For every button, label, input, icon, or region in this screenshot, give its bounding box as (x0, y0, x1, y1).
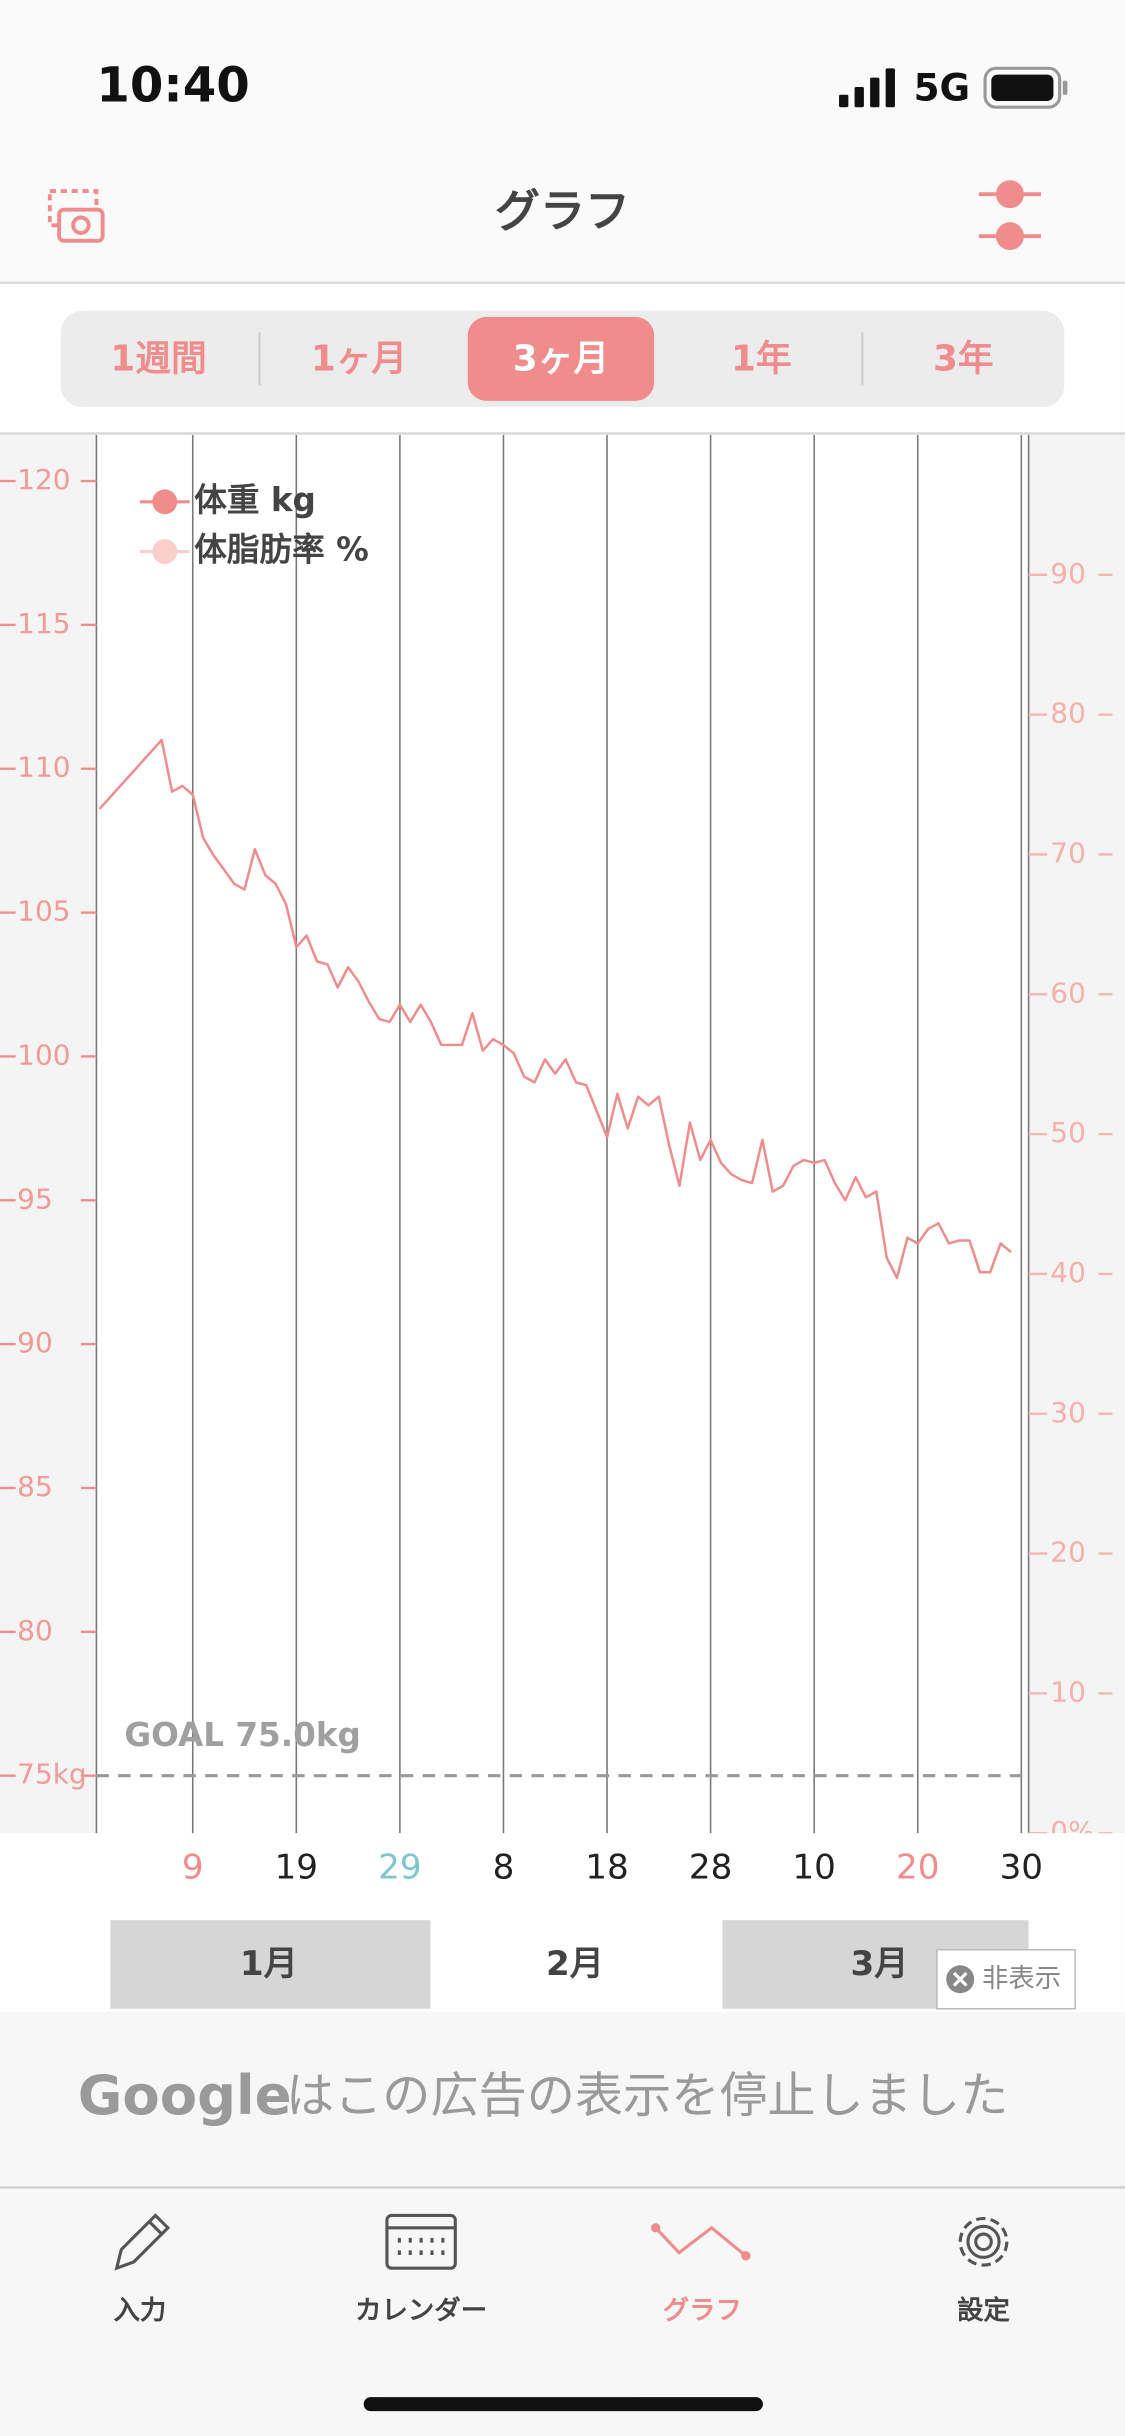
x-tick-label: 10 (792, 1847, 835, 1887)
ad-brand: Google (78, 2064, 292, 2127)
nav-label[interactable]: カレンダー (355, 2295, 487, 2326)
y2-tick-label: 90 (1050, 557, 1086, 590)
x-tick-label: 20 (896, 1847, 939, 1887)
x-tick-label: 19 (275, 1847, 318, 1887)
y2-tick-label: 50 (1050, 1116, 1086, 1149)
y2-tick-label: 10 (1050, 1675, 1086, 1708)
month-label: 1月 (240, 1944, 298, 1984)
y-tick-label: 115 (17, 607, 70, 640)
tab-label[interactable]: 1週間 (110, 338, 206, 379)
y2-tick-label: 20 (1050, 1536, 1086, 1569)
y-tick-label: 95 (17, 1182, 53, 1215)
x-tick-label: 18 (585, 1847, 628, 1887)
signal-icon (839, 68, 895, 108)
y-tick-label: 85 (17, 1470, 53, 1503)
y2-tick-label: 70 (1050, 836, 1086, 869)
header-title: グラフ (495, 184, 630, 237)
x-tick-label: 28 (689, 1847, 732, 1887)
battery-icon (983, 66, 1068, 109)
status-time: 10:40 (96, 58, 249, 114)
y-tick-label: 120 (17, 463, 70, 496)
y2-tick-label: 40 (1050, 1256, 1086, 1289)
legend-label: 体脂肪率 % (194, 531, 368, 569)
ad-area (0, 2011, 1125, 2186)
y2-tick-label: 30 (1050, 1396, 1086, 1429)
y-tick-label: 75kg (17, 1758, 87, 1791)
y-axis-panel (0, 435, 97, 1834)
month-band[interactable] (110, 1920, 431, 2009)
nav-label[interactable]: グラフ (663, 2295, 742, 2326)
y-tick-label: 90 (17, 1326, 53, 1359)
legend-label: 体重 kg (194, 481, 316, 519)
x-tick-label: 9 (182, 1847, 204, 1887)
legend-swatch (152, 539, 178, 564)
tab-label[interactable]: 1年 (731, 338, 792, 379)
nav-icon-graph[interactable] (651, 2223, 751, 2261)
tab-label[interactable]: 3ヶ月 (513, 338, 609, 379)
ad-close-button[interactable]: 非表示 (936, 1948, 1076, 2010)
ad-message: はこの広告の表示を停止しました (286, 2068, 1008, 2124)
nav-icon-calendar[interactable] (385, 2213, 457, 2270)
screenshot-button[interactable] (47, 189, 105, 243)
y2-tick-label: 80 (1050, 697, 1086, 730)
x-axis: 9 19 29 8 18 28 10 20 30 (182, 1847, 1043, 1887)
plot-area (96, 435, 1029, 1834)
filter-button[interactable] (978, 180, 1041, 251)
nav-icon-input[interactable] (114, 2213, 171, 2271)
y-tick-label: 110 (17, 751, 70, 784)
tab-selected[interactable] (467, 316, 655, 401)
month-label: 2月 (546, 1944, 604, 1984)
data-line (98, 738, 1012, 1280)
nav: 入力 カレンダー グラフ 設定 (114, 2295, 1011, 2326)
goal-label: GOAL 75.0kg (124, 1716, 360, 1754)
home-indicator (363, 2397, 763, 2412)
y2-tick-label: 60 (1050, 976, 1086, 1009)
legend-swatch (152, 489, 178, 515)
tab-label[interactable]: 1ヶ月 (311, 338, 407, 379)
month-label: 3月 (850, 1944, 908, 1984)
x-tick-label: 30 (1000, 1847, 1043, 1887)
tabs: 1週間 1ヶ月 3ヶ月 1年 3年 (110, 316, 994, 401)
y-tick-label: 80 (17, 1614, 53, 1647)
ad-close-label: 非表示 (982, 1963, 1061, 1994)
nav-bar (0, 2187, 1125, 2436)
tab-label[interactable]: 3年 (933, 338, 994, 379)
y-tick-label: 100 (17, 1038, 70, 1071)
nav-label[interactable]: 入力 (114, 2295, 167, 2326)
nav-label[interactable]: 設定 (957, 2295, 1010, 2326)
x-tick-label: 29 (378, 1847, 421, 1887)
y-tick-label: 105 (17, 895, 70, 928)
status-network: 5G (914, 66, 971, 110)
x-tick-label: 8 (493, 1847, 515, 1887)
